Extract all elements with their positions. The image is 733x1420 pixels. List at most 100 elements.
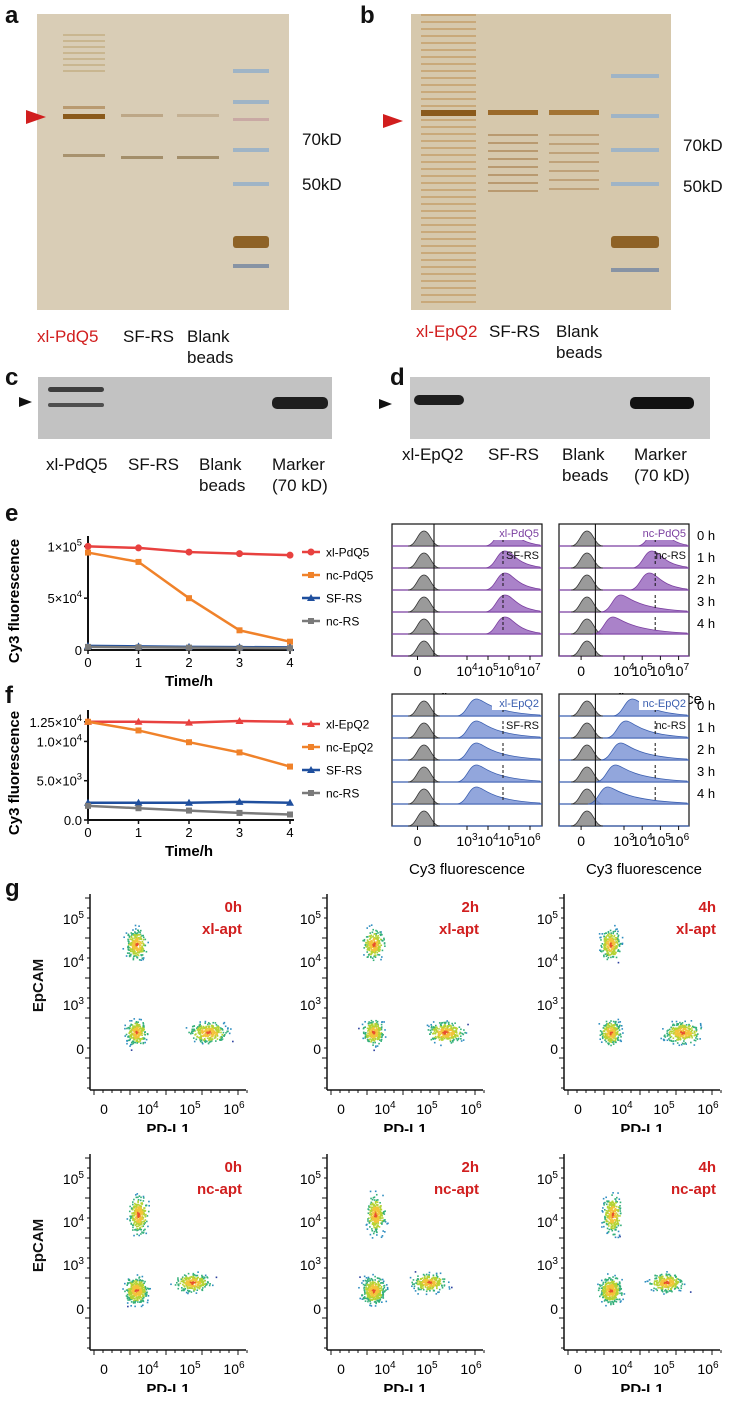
dot xyxy=(197,1280,200,1283)
dot xyxy=(599,936,601,939)
dot xyxy=(359,1276,361,1278)
dot xyxy=(132,958,135,961)
dot xyxy=(216,1025,219,1028)
dot xyxy=(611,944,613,947)
dot xyxy=(613,952,615,955)
dot xyxy=(141,947,143,950)
dot xyxy=(180,1280,183,1283)
dot xyxy=(204,1028,207,1031)
legend-label: nc-RS xyxy=(326,787,359,801)
dot xyxy=(140,1291,143,1293)
dot xyxy=(612,931,615,933)
aptamer-label: nc-apt xyxy=(197,1181,242,1198)
dot xyxy=(374,1023,376,1025)
dot xyxy=(606,952,608,955)
dot xyxy=(380,1032,383,1034)
dot xyxy=(202,1034,205,1036)
dot xyxy=(187,1289,189,1292)
dot xyxy=(422,1284,424,1287)
dot xyxy=(143,1209,145,1211)
dot xyxy=(610,1038,612,1040)
dot xyxy=(369,1285,371,1287)
dot xyxy=(603,947,606,950)
dot xyxy=(143,1212,145,1215)
dot xyxy=(202,1025,205,1028)
dot xyxy=(605,1020,608,1023)
dot xyxy=(134,1281,137,1284)
dot xyxy=(128,1288,131,1290)
dot xyxy=(373,1219,376,1222)
dot xyxy=(432,1021,435,1023)
dot xyxy=(370,949,373,951)
marker-70kd-label: 70kD xyxy=(302,130,342,149)
dot xyxy=(367,1038,370,1041)
dot xyxy=(371,1293,374,1295)
dot xyxy=(448,1029,451,1031)
dot xyxy=(372,1032,374,1035)
dot xyxy=(133,1289,136,1292)
dot xyxy=(456,1039,459,1042)
dot xyxy=(372,1033,374,1036)
dot xyxy=(373,941,375,944)
dot xyxy=(365,1282,368,1285)
x-tick-label: 104 xyxy=(611,1100,633,1117)
dot xyxy=(185,1276,188,1279)
dot xyxy=(417,1279,419,1281)
dot xyxy=(137,934,140,936)
dot xyxy=(435,1284,437,1287)
blot-c-lane-3: Blank beads xyxy=(199,455,246,495)
dot xyxy=(607,944,610,946)
dot xyxy=(455,1027,457,1029)
x-axis-label: Cy3 fluorescence xyxy=(586,861,702,878)
dot xyxy=(669,1039,671,1042)
dot xyxy=(370,1220,372,1222)
dot xyxy=(385,1300,388,1303)
dot xyxy=(140,1037,142,1040)
dot xyxy=(677,1038,679,1041)
dot xyxy=(140,959,143,961)
dot xyxy=(443,1037,446,1040)
dot xyxy=(372,928,375,931)
dot xyxy=(134,924,137,927)
y-tick-label: 103 xyxy=(537,996,559,1013)
dot xyxy=(367,1295,369,1298)
dot xyxy=(668,1028,671,1031)
dot xyxy=(189,1276,191,1279)
dot xyxy=(373,1211,376,1214)
dot xyxy=(136,948,139,951)
dot xyxy=(621,942,624,945)
dot xyxy=(372,1041,375,1044)
dot xyxy=(421,1281,424,1284)
dot xyxy=(690,1030,693,1033)
dot xyxy=(369,1297,371,1299)
dot xyxy=(379,1287,382,1290)
dot xyxy=(614,937,617,939)
dot xyxy=(428,1025,430,1028)
dot xyxy=(145,1232,148,1235)
dot xyxy=(609,943,612,946)
dot xyxy=(219,1027,222,1029)
dot xyxy=(425,1273,428,1276)
dot xyxy=(125,1033,128,1036)
dot xyxy=(374,1031,376,1033)
data-point xyxy=(236,550,243,558)
dot xyxy=(370,1287,373,1290)
dot xyxy=(378,1031,380,1033)
dot xyxy=(142,1022,144,1024)
dot xyxy=(418,1280,421,1283)
dot xyxy=(374,1275,376,1278)
dot xyxy=(378,1036,380,1039)
dot xyxy=(617,935,619,938)
dot xyxy=(144,1219,147,1221)
dot xyxy=(135,943,138,945)
dot xyxy=(604,1025,606,1027)
dot xyxy=(130,948,132,950)
dot xyxy=(420,1287,423,1290)
dot xyxy=(429,1029,432,1032)
dot xyxy=(139,1290,142,1292)
dot xyxy=(366,1027,369,1030)
dot xyxy=(439,1280,441,1283)
dot xyxy=(372,1031,375,1034)
dot xyxy=(133,1038,136,1040)
dot xyxy=(377,1029,380,1031)
